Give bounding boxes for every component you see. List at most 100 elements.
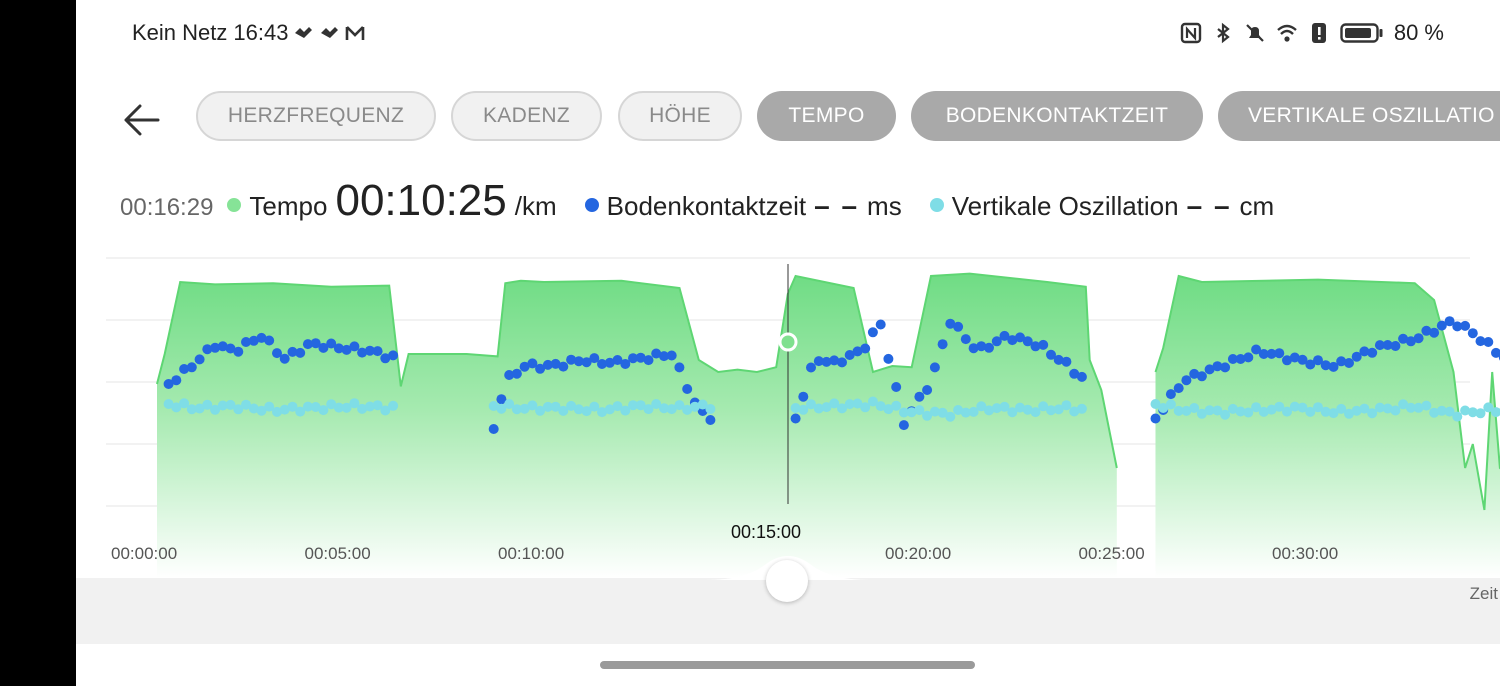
ground-contact-point bbox=[1382, 340, 1393, 350]
ground-contact-point bbox=[1413, 333, 1424, 344]
back-arrow-icon[interactable] bbox=[120, 98, 164, 142]
ground-contact-point bbox=[542, 359, 553, 370]
vertical-oscillation-point bbox=[604, 404, 615, 415]
ground-contact-point bbox=[318, 342, 329, 353]
vertical-oscillation-point bbox=[581, 406, 592, 417]
ground-contact-point bbox=[1015, 332, 1025, 343]
ground-contact-point bbox=[202, 344, 213, 355]
vertical-oscillation-point bbox=[589, 401, 600, 412]
tempo-dot bbox=[227, 198, 242, 212]
vertical-oscillation-point bbox=[1053, 404, 1064, 415]
vertical-oscillation-point bbox=[1022, 404, 1033, 415]
ground-contact-point bbox=[1165, 389, 1176, 400]
vertical-oscillation-point bbox=[310, 402, 321, 412]
ground-contact-point bbox=[241, 337, 251, 347]
vertical-oscillation-point bbox=[1444, 406, 1455, 417]
vertical-oscillation-point bbox=[1413, 402, 1424, 413]
tab-kadenz[interactable]: KADENZ bbox=[451, 91, 602, 141]
vertical-oscillation-unit: cm bbox=[1239, 191, 1275, 221]
ground-contact-point bbox=[1452, 321, 1463, 332]
alert-icon bbox=[1311, 23, 1326, 43]
vertical-oscillation-point bbox=[264, 401, 275, 412]
vertical-oscillation-point bbox=[1436, 405, 1447, 416]
ground-contact-point bbox=[643, 355, 654, 366]
vertical-oscillation-point bbox=[272, 406, 282, 417]
vertical-oscillation-point bbox=[953, 405, 964, 415]
vertical-oscillation-point bbox=[984, 405, 994, 416]
tab-hoehe[interactable]: HÖHE bbox=[618, 91, 742, 141]
vertical-oscillation-point bbox=[1173, 405, 1184, 416]
vertical-oscillation-point bbox=[535, 405, 546, 416]
vertical-oscillation-point bbox=[1367, 408, 1378, 419]
vertical-oscillation-point bbox=[666, 404, 677, 415]
ground-contact-point bbox=[1398, 333, 1409, 344]
nfc-icon bbox=[1180, 22, 1202, 44]
ground-contact-point bbox=[1007, 335, 1018, 346]
ground-contact-point bbox=[659, 351, 669, 362]
vertical-oscillation-point bbox=[1282, 406, 1292, 417]
vertical-oscillation-point bbox=[1467, 407, 1478, 418]
ground-contact-point bbox=[914, 391, 925, 402]
vertical-oscillation-point bbox=[945, 411, 956, 422]
ground-contact-point bbox=[635, 352, 646, 363]
vertical-oscillation-point bbox=[318, 405, 329, 416]
vertical-oscillation-point bbox=[976, 401, 987, 412]
vertical-oscillation-point bbox=[1076, 403, 1087, 414]
ground-contact-point bbox=[790, 413, 801, 424]
vertical-oscillation-point bbox=[852, 398, 863, 409]
vertical-oscillation-point bbox=[922, 410, 933, 421]
ground-contact-point bbox=[991, 336, 1002, 347]
vertical-oscillation-point bbox=[1038, 401, 1049, 412]
vertical-oscillation-point bbox=[504, 399, 515, 409]
cursor-point[interactable] bbox=[778, 332, 798, 352]
cursor-time-label: 00:15:00 bbox=[731, 522, 801, 542]
notification-app-icon bbox=[295, 27, 313, 38]
tab-tempo[interactable]: TEMPO bbox=[757, 91, 896, 141]
vertical-oscillation-point bbox=[1235, 406, 1246, 417]
ground-contact-point bbox=[883, 353, 894, 364]
ground-contact-point bbox=[922, 385, 933, 395]
x-tick-label: 00:05:00 bbox=[305, 544, 371, 563]
vertical-oscillation-point bbox=[1374, 402, 1385, 413]
ground-contact-point bbox=[1053, 354, 1064, 365]
vertical-oscillation-point bbox=[1030, 407, 1041, 418]
vertical-oscillation-point bbox=[960, 407, 971, 418]
metric-tab-bar: HERZFREQUENZ KADENZ HÖHE TEMPO BODENKONT… bbox=[76, 90, 1500, 144]
vertical-oscillation-point bbox=[1220, 409, 1231, 420]
tab-herzfrequenz[interactable]: HERZFREQUENZ bbox=[196, 91, 436, 141]
pace-chart[interactable]: 00:00:00 00:05:00 00:10:00 00:20:00 00:25:00… bbox=[76, 256, 1500, 578]
vertical-oscillation-point bbox=[1475, 408, 1486, 419]
tempo-area bbox=[156, 272, 1500, 578]
ground-contact-point bbox=[1359, 346, 1370, 357]
ground-contact-point bbox=[1274, 348, 1285, 359]
ground-contact-point bbox=[272, 348, 282, 359]
ground-contact-point bbox=[1038, 339, 1049, 350]
ground-contact-point bbox=[295, 347, 306, 358]
ground-contact-point bbox=[1467, 328, 1478, 339]
scrubber-handle[interactable] bbox=[766, 560, 808, 602]
vertical-oscillation-point bbox=[906, 407, 917, 418]
vertical-oscillation-point bbox=[937, 407, 948, 418]
home-indicator[interactable] bbox=[600, 661, 975, 669]
ground-contact-point bbox=[1460, 320, 1471, 331]
ground-contact-point bbox=[171, 375, 182, 386]
ground-contact-point bbox=[1046, 349, 1056, 360]
tab-vertikale-oszillation[interactable]: VERTIKALE OSZILLATIO bbox=[1218, 91, 1500, 141]
vertical-oscillation-point bbox=[566, 400, 577, 411]
ground-contact-point bbox=[333, 343, 344, 354]
vertical-oscillation-point bbox=[1007, 407, 1018, 418]
ground-contact-point bbox=[1150, 413, 1161, 424]
tempo-label: Tempo bbox=[249, 191, 328, 221]
tab-label: BODENKONTAKTZEIT bbox=[945, 104, 1169, 127]
ground-contact-point bbox=[945, 318, 956, 329]
vertical-oscillation-point bbox=[279, 404, 290, 415]
ground-contact-point bbox=[349, 341, 360, 352]
tab-bodenkontaktzeit[interactable]: BODENKONTAKTZEIT bbox=[911, 91, 1203, 141]
vertical-oscillation-point bbox=[612, 401, 623, 412]
tempo-line-segment bbox=[156, 272, 1118, 469]
vertical-oscillation-point bbox=[217, 400, 228, 411]
ground-contact-label: Bodenkontaktzeit bbox=[606, 191, 807, 221]
vertical-oscillation-point bbox=[380, 405, 391, 416]
ground-contact-point bbox=[1444, 316, 1455, 327]
ground-contact-point bbox=[1189, 368, 1200, 379]
